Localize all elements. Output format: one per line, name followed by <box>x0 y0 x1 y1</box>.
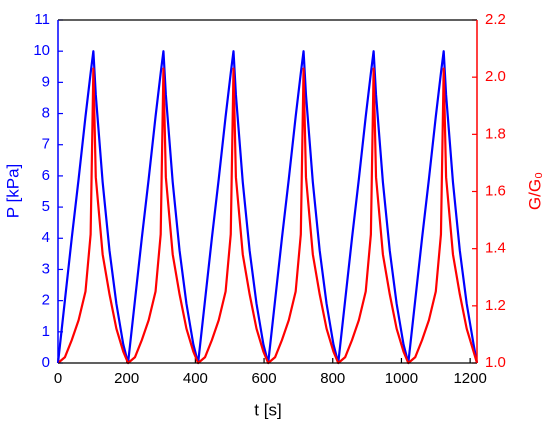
y2-tick-label: 1.6 <box>485 182 506 199</box>
y-tick-label: 5 <box>42 198 50 215</box>
x-tick-label: 400 <box>183 370 208 387</box>
y-axis-label: P [kPa] <box>3 164 22 219</box>
y-tick-label: 2 <box>42 292 50 309</box>
x-tick-label: 200 <box>114 370 139 387</box>
y2-tick-label: 1.2 <box>485 297 506 314</box>
y-tick-label: 8 <box>42 105 50 122</box>
y-tick-label: 0 <box>42 354 50 371</box>
data-line <box>56 50 479 365</box>
y-tick-label: 3 <box>42 260 50 277</box>
x-tick-label: 1200 <box>453 370 486 387</box>
y-tick-label: 7 <box>42 136 50 153</box>
y-tick-label: 10 <box>33 42 50 59</box>
y-tick-label: 1 <box>42 323 50 340</box>
y2-tick-label: 2.2 <box>485 11 506 28</box>
x-tick-label: 1000 <box>385 370 418 387</box>
y-tick-label: 11 <box>34 11 50 28</box>
x-axis-label: t [s] <box>254 400 281 419</box>
x-tick-label: 0 <box>54 370 62 387</box>
y-tick-label: 9 <box>42 73 50 90</box>
y2-tick-label: 1.0 <box>485 354 506 371</box>
y-tick-label: 6 <box>42 167 50 184</box>
y2-tick-label: 2.0 <box>485 68 506 85</box>
y-tick-label: 4 <box>42 229 50 246</box>
y2-tick-label: 1.4 <box>485 240 506 257</box>
y2-tick-label: 1.8 <box>485 125 506 142</box>
x-tick-label: 800 <box>320 370 345 387</box>
y2-axis-label: G/G₀ <box>525 172 544 210</box>
x-tick-label: 600 <box>252 370 277 387</box>
